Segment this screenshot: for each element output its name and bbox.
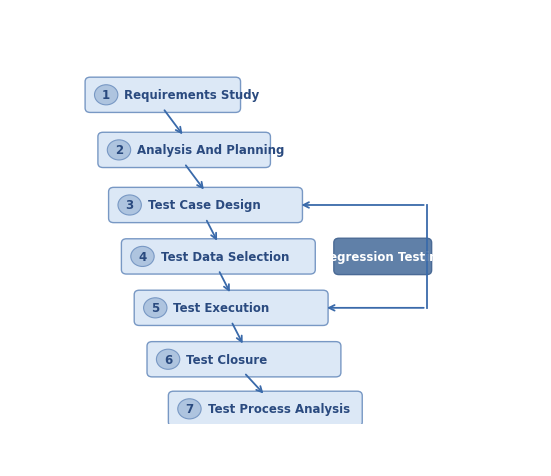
Text: Test Execution: Test Execution [174, 302, 269, 315]
Text: Test Closure: Test Closure [186, 353, 267, 366]
FancyBboxPatch shape [147, 342, 341, 377]
Circle shape [118, 196, 142, 216]
Text: 2: 2 [115, 144, 123, 157]
Text: Test Case Design: Test Case Design [148, 199, 261, 212]
Text: Requirements Study: Requirements Study [125, 89, 260, 102]
FancyBboxPatch shape [334, 239, 431, 275]
FancyBboxPatch shape [85, 78, 241, 113]
Text: Regression Testing: Regression Testing [320, 250, 446, 263]
Text: 1: 1 [102, 89, 110, 102]
Text: Test Process Analysis: Test Process Analysis [208, 403, 350, 416]
FancyBboxPatch shape [134, 290, 328, 326]
Circle shape [144, 298, 167, 318]
Circle shape [178, 399, 201, 419]
Circle shape [131, 247, 154, 267]
Circle shape [107, 140, 131, 160]
Text: 7: 7 [185, 403, 193, 416]
FancyBboxPatch shape [98, 133, 271, 168]
Circle shape [94, 86, 118, 106]
Text: Analysis And Planning: Analysis And Planning [137, 144, 284, 157]
FancyBboxPatch shape [169, 391, 362, 426]
Text: Test Data Selection: Test Data Selection [160, 250, 289, 263]
Text: 5: 5 [151, 302, 159, 315]
FancyBboxPatch shape [121, 239, 315, 275]
FancyBboxPatch shape [109, 188, 302, 223]
Text: 6: 6 [164, 353, 172, 366]
Text: 3: 3 [126, 199, 134, 212]
Text: 4: 4 [138, 250, 147, 263]
Circle shape [156, 349, 180, 369]
